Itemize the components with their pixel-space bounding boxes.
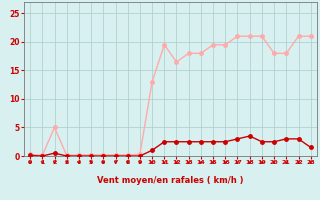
X-axis label: Vent moyen/en rafales ( km/h ): Vent moyen/en rafales ( km/h )	[97, 176, 244, 185]
